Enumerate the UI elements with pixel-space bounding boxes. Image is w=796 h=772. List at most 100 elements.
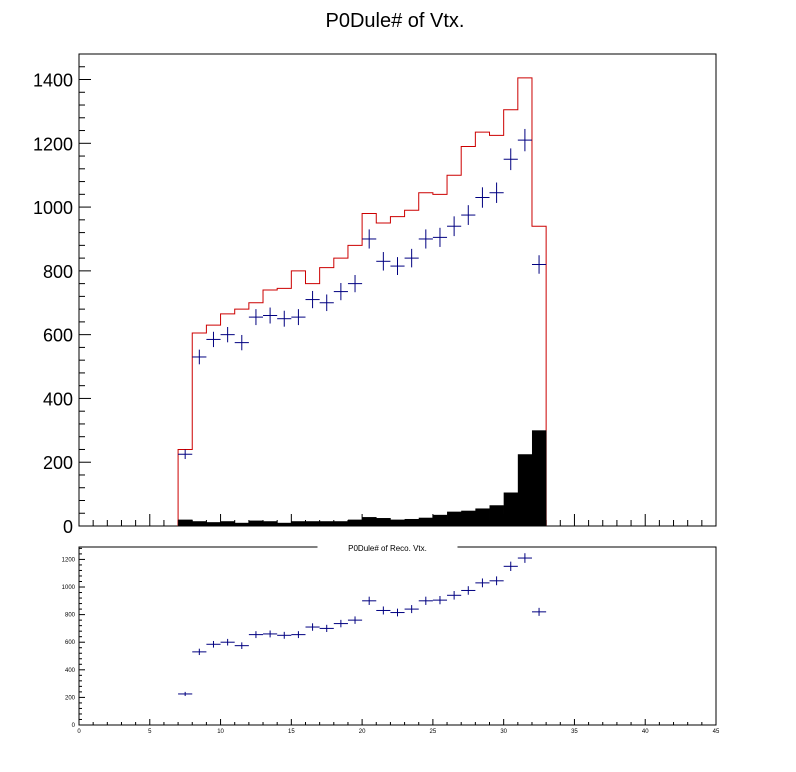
top-data-point	[333, 282, 348, 301]
bottom-data-point	[291, 631, 306, 639]
bottom-histogram-panel: 0 200 400 600 800 1000 1200 0 5 10 15 20 25 30 35 40 45 P…	[62, 544, 720, 735]
bottom-x-tick-label: 40	[642, 729, 649, 735]
bottom-data-point	[517, 553, 532, 563]
top-data-point	[362, 229, 377, 249]
top-filled-bar	[192, 521, 207, 526]
bottom-y-tick-label: 0	[72, 723, 76, 729]
top-filled-bar	[234, 522, 250, 526]
bottom-data-point	[277, 631, 292, 639]
top-step-line	[177, 77, 547, 526]
top-filled-bar	[347, 519, 363, 526]
top-filled-bar	[263, 521, 278, 526]
top-y-tick-label: 1000	[33, 198, 73, 218]
top-data-point	[178, 449, 193, 460]
top-filled-bar	[362, 517, 377, 526]
top-data-point	[305, 290, 320, 309]
bottom-chart-title: P0Dule# of Reco. Vtx.	[348, 544, 427, 553]
top-y-tick-label: 1400	[33, 71, 73, 91]
bottom-data-point	[263, 630, 278, 638]
bottom-x-tick-label: 10	[217, 729, 224, 735]
top-data-point	[248, 309, 264, 326]
top-data-point	[475, 187, 490, 208]
top-y-tick-label: 1200	[33, 134, 73, 154]
bottom-data-point	[503, 561, 518, 572]
top-plot-frame	[78, 53, 717, 527]
bottom-data-point	[475, 578, 490, 588]
bottom-data-point	[376, 606, 391, 615]
top-data-point	[192, 349, 207, 365]
bottom-x-tick-label: 45	[713, 729, 720, 735]
top-filled-bar	[503, 492, 519, 526]
bottom-data-point	[220, 638, 235, 646]
top-filled-bar	[517, 454, 533, 526]
bottom-data-point	[234, 642, 249, 649]
top-data-point	[376, 252, 391, 271]
top-filled-bar	[418, 517, 434, 526]
bottom-y-tick-label: 600	[65, 640, 76, 646]
top-data-point	[291, 309, 306, 326]
top-chart-title: P0Dule# of Vtx.	[326, 10, 465, 32]
top-data-point	[503, 148, 518, 171]
top-y-tick-label: 200	[43, 453, 73, 473]
top-y-tick-label: 400	[43, 389, 73, 409]
bottom-plot-frame	[78, 546, 717, 726]
top-data-point	[347, 275, 363, 293]
top-filled-bar	[376, 518, 391, 526]
top-filled-bar	[305, 521, 320, 526]
bottom-data-point	[248, 631, 264, 639]
bottom-x-tick-label: 20	[359, 729, 366, 735]
top-filled-bar	[178, 519, 193, 526]
top-y-tick-label: 600	[43, 326, 73, 346]
bottom-y-tick-label: 1000	[62, 585, 76, 591]
bottom-data-point	[418, 596, 433, 605]
top-data-point	[489, 182, 504, 203]
top-data-point	[390, 257, 405, 276]
top-filled-bar	[390, 519, 405, 526]
top-data-point	[263, 307, 278, 324]
bottom-data-point	[206, 640, 221, 648]
bottom-data-point	[347, 616, 363, 624]
top-data-point	[418, 229, 433, 249]
bottom-x-tick-label: 0	[77, 729, 81, 735]
top-filled-bar	[489, 505, 504, 526]
top-data-point	[404, 248, 419, 268]
bottom-data-point	[178, 691, 193, 697]
top-filled-bar	[333, 521, 349, 526]
top-data-point	[220, 326, 235, 343]
top-data-point	[319, 294, 334, 312]
top-y-tick-label: 0	[63, 517, 73, 537]
top-data-point	[447, 216, 462, 237]
top-data-point	[461, 205, 476, 225]
bottom-x-tick-label: 25	[430, 729, 437, 735]
top-data-point	[277, 310, 292, 327]
bottom-data-point	[404, 605, 419, 614]
bottom-data-point	[333, 619, 348, 628]
top-filled-bar	[404, 518, 420, 526]
bottom-data-point	[432, 595, 448, 605]
bottom-data-point	[362, 596, 377, 605]
top-data-point	[234, 334, 249, 351]
bottom-data-point	[390, 608, 405, 617]
bottom-data-point	[531, 607, 547, 616]
bottom-x-tick-label: 15	[288, 729, 295, 735]
bottom-title-box	[317, 546, 458, 553]
bottom-data-point	[461, 586, 476, 595]
bottom-y-tick-label: 800	[65, 613, 76, 619]
top-data-point	[206, 331, 221, 348]
top-filled-bar	[447, 511, 462, 526]
top-filled-bar	[248, 520, 264, 526]
top-filled-bar	[277, 522, 292, 526]
bottom-x-tick-label: 35	[571, 729, 578, 735]
bottom-data-point	[192, 648, 207, 656]
bottom-x-tick-label: 30	[500, 729, 507, 735]
bottom-y-tick-label: 200	[65, 695, 76, 701]
bottom-data-point	[447, 591, 462, 600]
bottom-x-tick-label: 5	[148, 729, 152, 735]
top-filled-bar	[319, 521, 335, 526]
top-filled-bar	[220, 521, 236, 526]
top-y-tick-label: 800	[43, 262, 73, 282]
bottom-data-point	[319, 624, 334, 632]
top-filled-bar	[531, 430, 547, 526]
bottom-y-tick-label: 1200	[62, 557, 76, 563]
